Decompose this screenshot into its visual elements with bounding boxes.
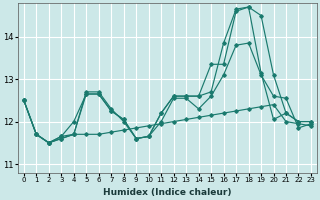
X-axis label: Humidex (Indice chaleur): Humidex (Indice chaleur): [103, 188, 232, 197]
